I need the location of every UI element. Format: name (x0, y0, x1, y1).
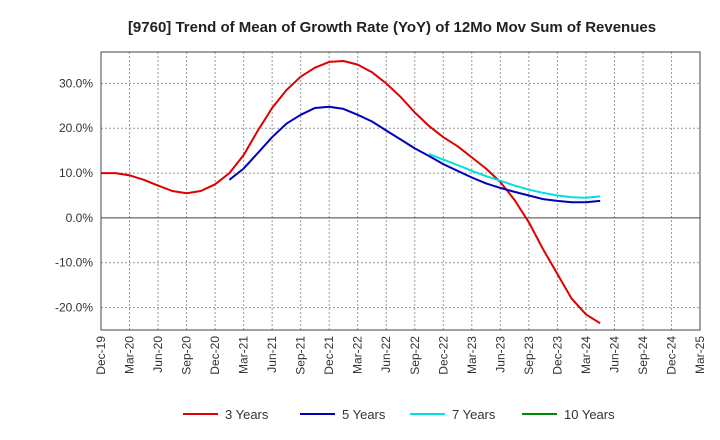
y-tick-label: -10.0% (55, 256, 93, 270)
x-tick-label: Sep-20 (180, 336, 194, 375)
x-tick-label: Sep-24 (636, 336, 650, 375)
x-tick-label: Dec-21 (322, 336, 336, 375)
x-tick-label: Dec-22 (436, 336, 450, 375)
legend-label-3-years: 3 Years (225, 407, 269, 422)
x-tick-label: Jun-20 (151, 336, 165, 373)
x-tick-label: Jun-23 (493, 336, 507, 373)
x-tick-label: Mar-22 (351, 336, 365, 374)
legend-label-10-years: 10 Years (564, 407, 615, 422)
x-tick-label: Jun-21 (265, 336, 279, 373)
x-tick-label: Mar-25 (693, 336, 707, 374)
chart-title: [9760] Trend of Mean of Growth Rate (YoY… (128, 19, 656, 36)
x-tick-label: Sep-23 (522, 336, 536, 375)
x-tick-label: Mar-24 (579, 336, 593, 374)
y-axis: -20.0% -10.0% 0.0% 10.0% 20.0% 30.0% (55, 76, 93, 314)
series-group (101, 60, 601, 325)
x-tick-label: Mar-23 (465, 336, 479, 374)
series-line-3-years (101, 60, 601, 325)
y-tick-label: 20.0% (59, 121, 93, 135)
grid-lines (100, 52, 701, 330)
x-tick-label: Jun-22 (379, 336, 393, 373)
x-tick-label: Dec-24 (664, 336, 678, 375)
series-line-7-years (428, 153, 601, 199)
series-line-5-years (228, 105, 601, 204)
x-tick-label: Dec-23 (550, 336, 564, 375)
plot-frame (100, 51, 701, 331)
y-tick-label: -20.0% (55, 301, 93, 315)
x-axis: Dec-19 Mar-20 Jun-20 Sep-20 Dec-20 Mar-21 Jun-… (94, 336, 707, 375)
x-tick-label: Jun-24 (607, 336, 621, 373)
x-tick-label: Sep-21 (294, 336, 308, 375)
y-tick-label: 30.0% (59, 76, 93, 90)
legend-label-5-years: 5 Years (342, 407, 386, 422)
y-tick-label: 10.0% (59, 166, 93, 180)
x-tick-label: Dec-19 (94, 336, 108, 375)
x-tick-label: Mar-20 (123, 336, 137, 374)
y-tick-label: 0.0% (66, 211, 94, 225)
x-tick-label: Dec-20 (208, 336, 222, 375)
x-tick-label: Mar-21 (237, 336, 251, 374)
x-tick-label: Sep-22 (408, 336, 422, 375)
legend-label-7-years: 7 Years (452, 407, 496, 422)
legend: 3 Years 5 Years 7 Years 10 Years (183, 407, 615, 422)
